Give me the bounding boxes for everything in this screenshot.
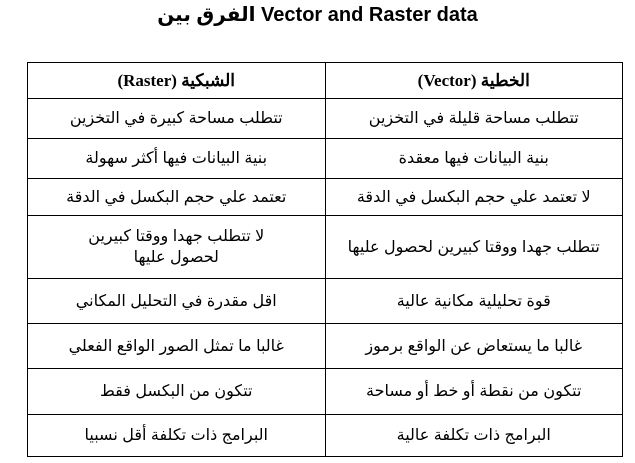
raster-cell: تتكون من البكسل فقط <box>27 368 326 415</box>
vector-cell: بنية البيانات فيها معقدة <box>324 138 623 179</box>
raster-cell: تعتمد علي حجم البكسل في الدقة <box>27 178 326 216</box>
table-row: لا تعتمد علي حجم البكسل في الدقة تعتمد ع… <box>27 178 623 216</box>
vector-cell: تتطلب جهدا ووقتا كبيرين لحصول عليها <box>324 215 623 279</box>
table-row: بنية البيانات فيها معقدة بنية البيانات ف… <box>27 138 623 179</box>
raster-cell: تتطلب مساحة كبيرة في التخزين <box>27 98 326 139</box>
vector-cell: البرامج ذات تكلفة عالية <box>324 414 623 457</box>
table-row: البرامج ذات تكلفة عالية البرامج ذات تكلف… <box>27 414 623 457</box>
vector-cell: غالبا ما يستعاض عن الواقع برموز <box>324 323 623 369</box>
table-row: تتكون من نقطة أو خط أو مساحة تتكون من ال… <box>27 368 623 415</box>
table-row: غالبا ما يستعاض عن الواقع برموز غالبا ما… <box>27 323 623 369</box>
table-row: تتطلب جهدا ووقتا كبيرين لحصول عليها لا ت… <box>27 215 623 279</box>
page-title: الفرق بين Vector and Raster data <box>157 4 478 26</box>
comparison-table: الخطية (Vector) الشبكية (Raster) تتطلب م… <box>27 62 623 457</box>
raster-cell: غالبا ما تمثل الصور الواقع الفعلي <box>27 323 326 369</box>
raster-cell: لا تتطلب جهدا ووقتا كبيرين لحصول عليها <box>27 215 326 279</box>
table-row: تتطلب مساحة قليلة في التخزين تتطلب مساحة… <box>27 98 623 139</box>
raster-cell: اقل مقدرة في التحليل المكاني <box>27 278 326 324</box>
header-vector: الخطية (Vector) <box>324 62 623 99</box>
vector-cell: لا تعتمد علي حجم البكسل في الدقة <box>324 178 623 216</box>
vector-cell: قوة تحليلية مكانية عالية <box>324 278 623 324</box>
vector-cell: تتكون من نقطة أو خط أو مساحة <box>324 368 623 415</box>
raster-cell: بنية البيانات فيها أكثر سهولة <box>27 138 326 179</box>
vector-cell: تتطلب مساحة قليلة في التخزين <box>324 98 623 139</box>
raster-cell: البرامج ذات تكلفة أقل نسبيا <box>27 414 326 457</box>
table-row: قوة تحليلية مكانية عالية اقل مقدرة في ال… <box>27 278 623 324</box>
header-raster: الشبكية (Raster) <box>27 62 326 99</box>
table-header-row: الخطية (Vector) الشبكية (Raster) <box>27 62 623 99</box>
